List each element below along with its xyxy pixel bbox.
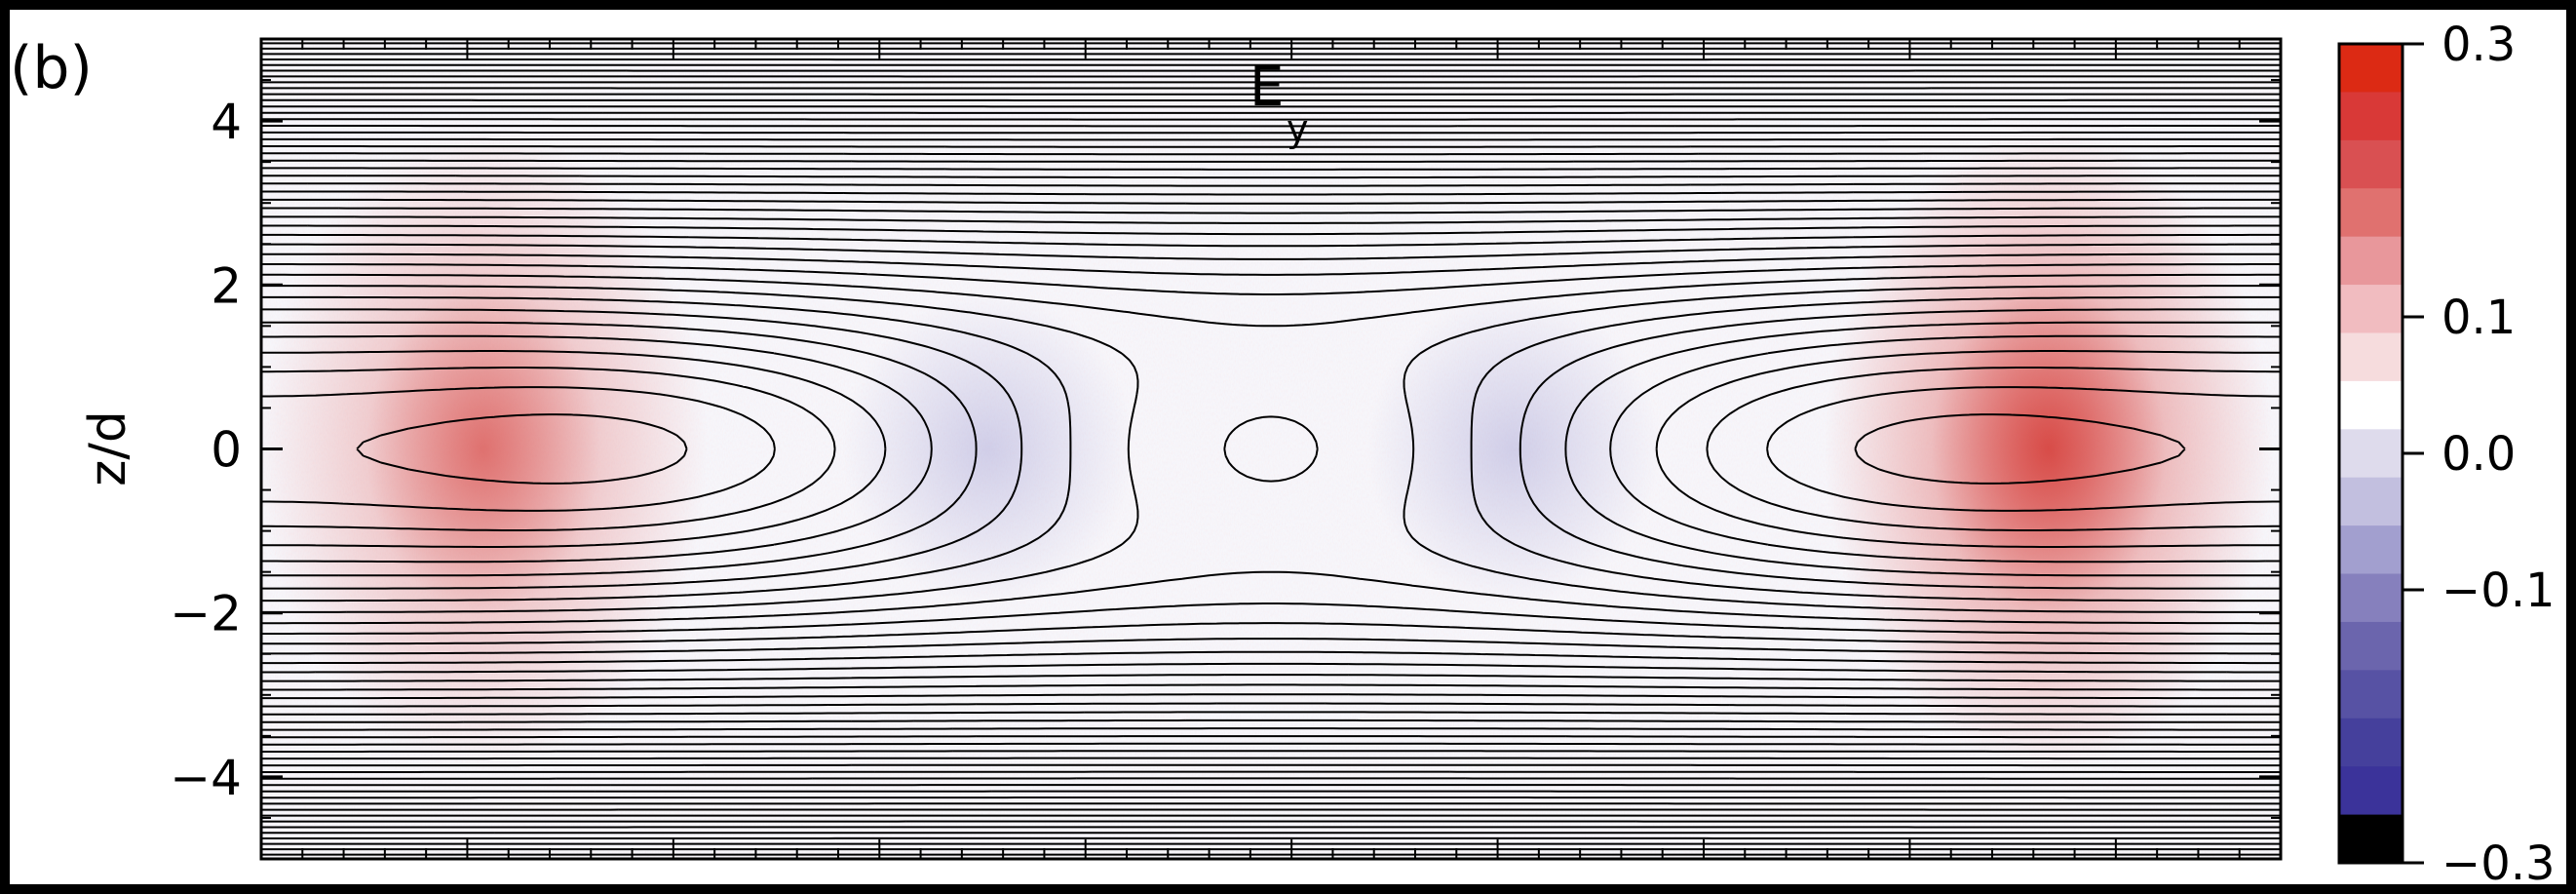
field-lines: [261, 42, 2281, 856]
field-line: [261, 159, 2281, 739]
colorbar-tick-label: −0.1: [2441, 564, 2556, 618]
field-line: [261, 98, 2281, 799]
field-line: [261, 295, 2281, 602]
y-tick-label: −2: [170, 586, 242, 642]
colorbar-level: [2339, 718, 2403, 767]
field-line: [261, 53, 2281, 845]
field-line: [261, 137, 2281, 760]
colorbar-tick-label: 0.0: [2441, 427, 2516, 482]
field-line: [261, 131, 2281, 767]
colorbar-level: [2339, 525, 2403, 575]
field-line: [261, 42, 2281, 856]
field-line: [261, 308, 2281, 590]
field-line: [261, 253, 2281, 645]
field-line: [261, 145, 2281, 753]
chart-title-subscript: y: [1287, 107, 1309, 150]
panel-label: (b): [10, 34, 93, 102]
colorbar-level: [2339, 766, 2403, 816]
field-line: [261, 215, 2281, 682]
field-line: [261, 93, 2281, 805]
field-line: [261, 367, 2281, 531]
chart-title: E: [1250, 56, 1284, 119]
colorbar-level: [2339, 236, 2403, 286]
colorbar-level: [2339, 44, 2403, 93]
positive-lobe-core: [1931, 283, 2166, 615]
colorbar-tick-label: −0.3: [2441, 836, 2556, 891]
colorbar-level: [2339, 429, 2403, 479]
colorbar-level: [2339, 188, 2403, 238]
field-line: [261, 111, 2281, 787]
field-line: [261, 87, 2281, 811]
positive-lobe-core: [365, 283, 600, 615]
field-line: [261, 63, 2281, 835]
colorbar-level: [2339, 621, 2403, 671]
field-line: [261, 334, 2281, 564]
field-line: [261, 69, 2281, 829]
colorbar-ticks: 0.3 0.1 0.0 −0.1 −0.3: [2403, 18, 2556, 891]
negative-lobe: [1366, 292, 1660, 605]
colorbar-level: [2339, 573, 2403, 623]
x-axis-ticks: [260, 39, 2282, 859]
field-line: [261, 207, 2281, 691]
colorbar-level: [2339, 477, 2403, 526]
y-tick-label: −4: [170, 750, 242, 806]
negative-lobe: [841, 292, 1134, 605]
field-line: [261, 105, 2281, 793]
y-tick-label: 2: [211, 257, 242, 314]
field-line: [261, 350, 2281, 548]
colorbar-level: [2339, 285, 2403, 333]
field-line: [261, 58, 2281, 839]
field-line: [261, 118, 2281, 780]
field-line: [261, 190, 2281, 708]
colorbar-level: [2339, 670, 2403, 719]
colorbar: [2337, 42, 2404, 865]
colorbar-level: [2339, 814, 2403, 864]
field-line: [356, 413, 2186, 485]
field-line: [261, 321, 2281, 577]
colorbar-tick-label: 0.1: [2441, 291, 2516, 345]
field-line: [261, 47, 2281, 851]
field-line: [261, 125, 2281, 773]
colorbar-level: [2339, 380, 2403, 430]
field-line: [261, 263, 2281, 635]
field-line: [261, 167, 2281, 731]
y-axis: 4 2 0 −2 −4: [170, 38, 2281, 860]
field-line: [261, 233, 2281, 665]
y-tick-label: 0: [211, 422, 242, 479]
y-axis-label: z/d: [79, 410, 137, 486]
field-line: [261, 182, 2281, 716]
y-tick-label: 4: [211, 94, 242, 150]
colorbar-level: [2339, 92, 2403, 141]
heatmap-plot-area: 4 2 0 −2 −4: [170, 37, 2283, 861]
field-line: [261, 75, 2281, 823]
colorbar-level: [2339, 332, 2403, 382]
field-line: [261, 273, 2281, 625]
field-line: [261, 175, 2281, 723]
field-line: [261, 386, 2281, 512]
field-line: [261, 81, 2281, 817]
colorbar-level: [2339, 139, 2403, 189]
colorbar-tick-label: 0.3: [2441, 18, 2516, 72]
field-line: [261, 152, 2281, 746]
field-line: [261, 224, 2281, 674]
field-line: [261, 198, 2281, 700]
